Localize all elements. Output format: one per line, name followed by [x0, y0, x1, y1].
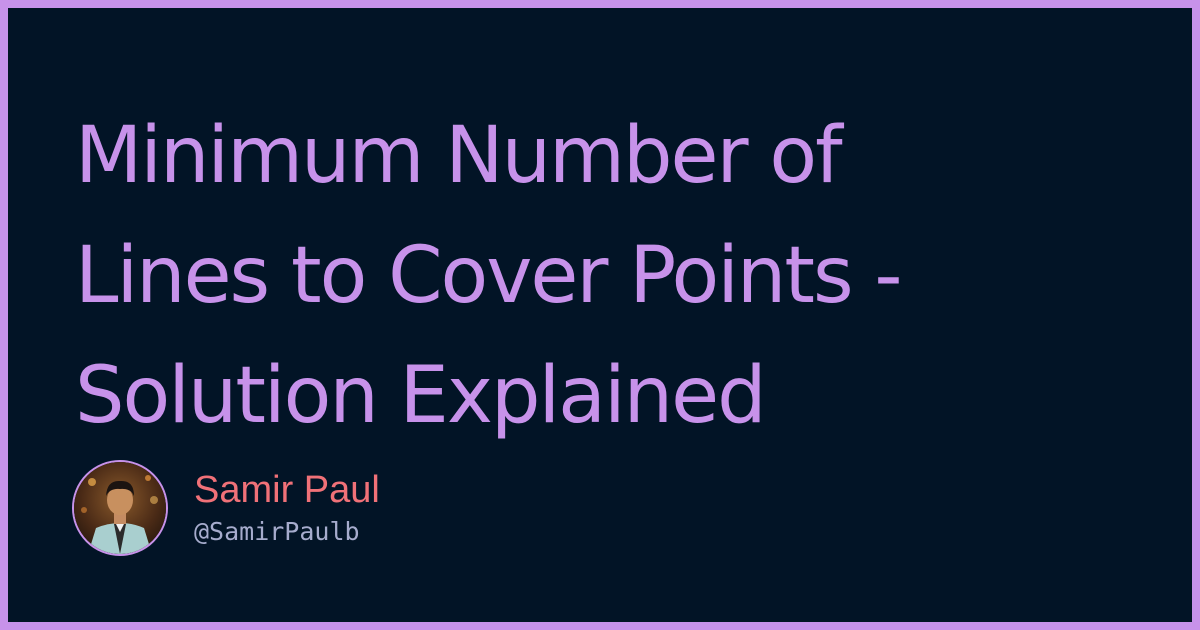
post-title-line-2: Lines to Cover Points -: [75, 231, 903, 321]
person-avatar-icon: [74, 462, 166, 554]
post-title-line-1: Minimum Number of: [75, 111, 843, 201]
og-card: Minimum Number of Lines to Cover Points …: [8, 8, 1192, 622]
author-avatar: [72, 460, 168, 556]
author-info: Samir Paul @SamirPaulb: [194, 467, 380, 549]
author-name[interactable]: Samir Paul: [194, 469, 380, 511]
post-title: Minimum Number of Lines to Cover Points …: [75, 96, 1155, 456]
post-title-line-3: Solution Explained: [75, 351, 767, 441]
author-block: Samir Paul @SamirPaulb: [72, 458, 380, 558]
author-handle[interactable]: @SamirPaulb: [194, 517, 360, 546]
